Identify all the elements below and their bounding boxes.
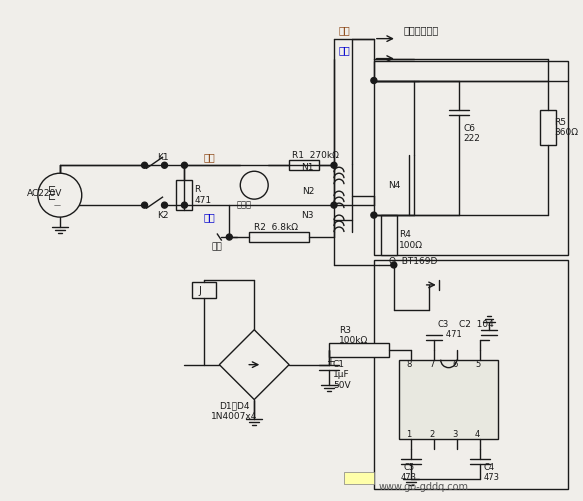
Text: AC220V: AC220V <box>27 189 62 198</box>
Text: 棕色: 棕色 <box>339 26 351 36</box>
Text: 2: 2 <box>429 430 434 439</box>
Text: www.go-gddq.com: www.go-gddq.com <box>379 482 469 492</box>
Text: +: + <box>326 357 334 367</box>
Text: 1: 1 <box>406 430 412 439</box>
Circle shape <box>142 202 147 208</box>
Text: Q  BT169D: Q BT169D <box>389 258 437 267</box>
Circle shape <box>331 162 337 168</box>
Bar <box>192 282 216 298</box>
Text: —: — <box>53 202 60 208</box>
Circle shape <box>371 78 377 84</box>
Text: R
471: R 471 <box>194 185 212 205</box>
Bar <box>374 61 568 255</box>
Bar <box>344 472 374 484</box>
Bar <box>540 110 556 145</box>
Bar <box>289 160 319 170</box>
Circle shape <box>371 212 377 218</box>
Text: 8: 8 <box>406 360 412 369</box>
Text: 4: 4 <box>475 430 480 439</box>
Text: R4
100Ω: R4 100Ω <box>399 230 423 249</box>
Circle shape <box>391 262 397 268</box>
Bar <box>374 260 568 489</box>
Text: 去水箱加热器: 去水箱加热器 <box>404 26 439 36</box>
Text: ⊏: ⊏ <box>48 192 56 202</box>
Text: C6
222: C6 222 <box>463 124 480 143</box>
Text: R5
360Ω: R5 360Ω <box>554 118 578 137</box>
Text: K2: K2 <box>157 210 169 219</box>
Circle shape <box>240 171 268 199</box>
Text: N1: N1 <box>301 163 314 172</box>
Text: N2: N2 <box>301 187 314 196</box>
Bar <box>177 180 192 210</box>
Text: J: J <box>199 286 202 296</box>
Text: 指示灯: 指示灯 <box>237 200 252 209</box>
Text: C4
473: C4 473 <box>483 462 500 482</box>
Text: N3: N3 <box>301 210 314 219</box>
Polygon shape <box>219 330 289 400</box>
Circle shape <box>38 173 82 217</box>
Text: R2  6.8kΩ: R2 6.8kΩ <box>254 222 298 231</box>
Text: R3
100kΩ: R3 100kΩ <box>339 326 368 346</box>
Bar <box>381 215 397 255</box>
Text: C3
   471: C3 471 <box>438 320 461 340</box>
Circle shape <box>181 202 188 208</box>
Text: C1
1μF
50V: C1 1μF 50V <box>333 360 350 389</box>
Bar <box>329 343 389 357</box>
Circle shape <box>331 202 337 208</box>
Circle shape <box>161 162 167 168</box>
Text: C2  104: C2 104 <box>459 320 493 329</box>
Text: C5
473: C5 473 <box>401 462 417 482</box>
Text: 蓝色: 蓝色 <box>339 46 351 56</box>
Text: 5: 5 <box>475 360 480 369</box>
Text: K1: K1 <box>157 153 169 162</box>
Text: ⊏: ⊏ <box>48 184 56 194</box>
Circle shape <box>181 162 188 168</box>
Text: 3: 3 <box>452 430 457 439</box>
Text: D1～D4
1N4007x4: D1～D4 1N4007x4 <box>211 402 258 421</box>
Text: 试验: 试验 <box>212 242 223 252</box>
Text: R1  270kΩ: R1 270kΩ <box>292 151 339 160</box>
Bar <box>250 232 309 242</box>
Circle shape <box>142 162 147 168</box>
Text: 蓝色: 蓝色 <box>203 212 215 222</box>
Text: 棕色: 棕色 <box>203 152 215 162</box>
Bar <box>399 360 498 439</box>
Circle shape <box>161 202 167 208</box>
Text: 6: 6 <box>452 360 457 369</box>
Text: N4: N4 <box>388 181 400 190</box>
Text: 7: 7 <box>429 360 434 369</box>
Circle shape <box>226 234 232 240</box>
